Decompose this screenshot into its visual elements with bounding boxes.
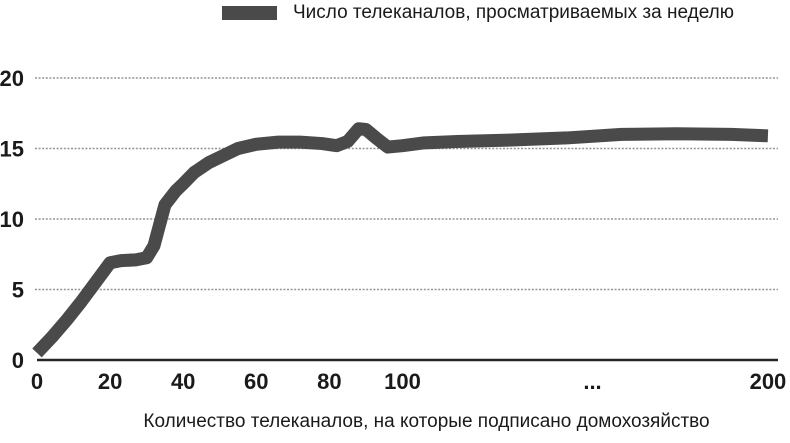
series-line [32, 122, 769, 358]
x-tick-label: 80 [317, 369, 341, 394]
y-tick-label: 15 [0, 137, 24, 162]
legend: Число телеканалов, просматриваемых за не… [222, 2, 734, 24]
legend-swatch [222, 6, 277, 20]
y-tick-label: 10 [0, 207, 24, 232]
x-tick-label: ... [583, 369, 601, 394]
x-tick-label: 60 [244, 369, 268, 394]
y-tick-label: 0 [12, 348, 24, 373]
y-tick-label: 20 [0, 66, 24, 91]
x-tick-label: 0 [31, 369, 43, 394]
x-tick-label: 200 [750, 369, 787, 394]
x-tick-label: 100 [384, 369, 421, 394]
x-tick-label: 20 [98, 369, 122, 394]
legend-label: Число телеканалов, просматриваемых за не… [293, 2, 734, 23]
y-tick-label: 5 [12, 278, 24, 303]
x-tick-label: 40 [171, 369, 195, 394]
x-axis-title: Количество телеканалов, на которые подпи… [143, 411, 710, 432]
